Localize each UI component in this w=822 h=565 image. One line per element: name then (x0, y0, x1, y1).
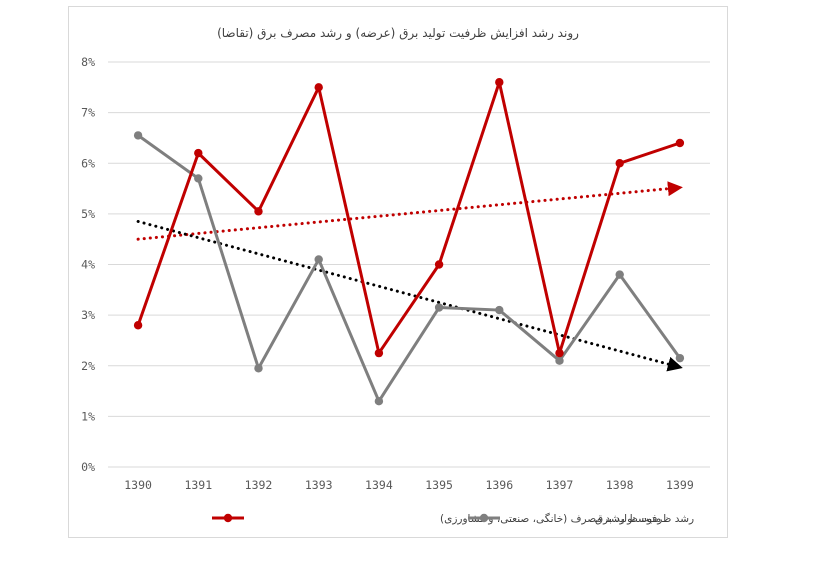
x-tick-label: 1394 (365, 478, 393, 492)
x-tick-label: 1392 (245, 478, 273, 492)
series-0 (133, 78, 685, 358)
data-point (254, 364, 263, 373)
trendline-0 (136, 181, 683, 241)
data-point (495, 78, 504, 87)
data-point (374, 396, 384, 406)
legend-item: رشد ظرفیت تولید برق (468, 513, 694, 525)
data-point (615, 270, 624, 279)
legend: متوسط رشد مصرف (خانگی، صنعتی، و کشاورزی)… (212, 512, 694, 525)
y-tick-label: 1% (81, 409, 95, 423)
x-tick-label: 1396 (485, 478, 513, 492)
data-point (434, 260, 444, 269)
x-tick-label: 1391 (184, 478, 212, 492)
legend-label: متوسط رشد مصرف (خانگی، صنعتی، و کشاورزی) (440, 512, 661, 525)
x-tick-label: 1390 (124, 478, 152, 492)
x-tick-label: 1397 (546, 478, 574, 492)
data-point (133, 131, 143, 140)
data-point (675, 353, 685, 363)
x-axis-tick-labels: 1390 1391 1392 1393 1394 1395 1396 1397 1398 1399 (124, 478, 694, 492)
data-point (254, 207, 263, 216)
y-tick-label: 0% (81, 460, 95, 474)
y-axis-tick-labels: 0% 1% 2% 3% 4% 5% 6% 7% 8% (81, 55, 95, 474)
series-lines (133, 78, 685, 406)
legend-swatch-marker (223, 513, 233, 523)
series-line (136, 80, 681, 355)
data-point (314, 255, 323, 264)
y-tick-label: 8% (81, 55, 95, 69)
data-point (194, 148, 203, 158)
x-tick-label: 1393 (305, 478, 333, 492)
x-tick-label: 1395 (425, 478, 453, 492)
series-line (137, 134, 682, 403)
y-tick-label: 6% (81, 156, 95, 170)
trendline-1 (136, 219, 683, 372)
data-point (133, 321, 143, 330)
y-tick-label: 5% (81, 207, 95, 221)
trendlines (136, 181, 683, 372)
data-point (495, 305, 504, 315)
data-point (374, 348, 384, 358)
data-point (194, 174, 203, 183)
data-point (434, 303, 444, 312)
gridlines (108, 61, 710, 468)
legend-swatch-marker (479, 513, 489, 523)
data-point (555, 356, 564, 365)
y-tick-label: 7% (81, 106, 95, 120)
x-tick-label: 1399 (666, 478, 694, 492)
legend-item: متوسط رشد مصرف (خانگی، صنعتی، و کشاورزی) (212, 512, 661, 525)
data-point (314, 83, 323, 92)
y-tick-label: 4% (81, 258, 95, 272)
data-point (615, 159, 624, 168)
chart-title: روند رشد افزایش ظرفیت تولید برق (عرضه) و… (217, 26, 579, 41)
legend-label: رشد ظرفیت تولید برق (595, 513, 694, 525)
y-tick-label: 3% (81, 308, 95, 322)
data-point (675, 138, 685, 148)
y-tick-label: 2% (81, 359, 95, 373)
data-point (555, 348, 564, 358)
series-1 (133, 131, 685, 406)
x-tick-label: 1398 (606, 478, 634, 492)
